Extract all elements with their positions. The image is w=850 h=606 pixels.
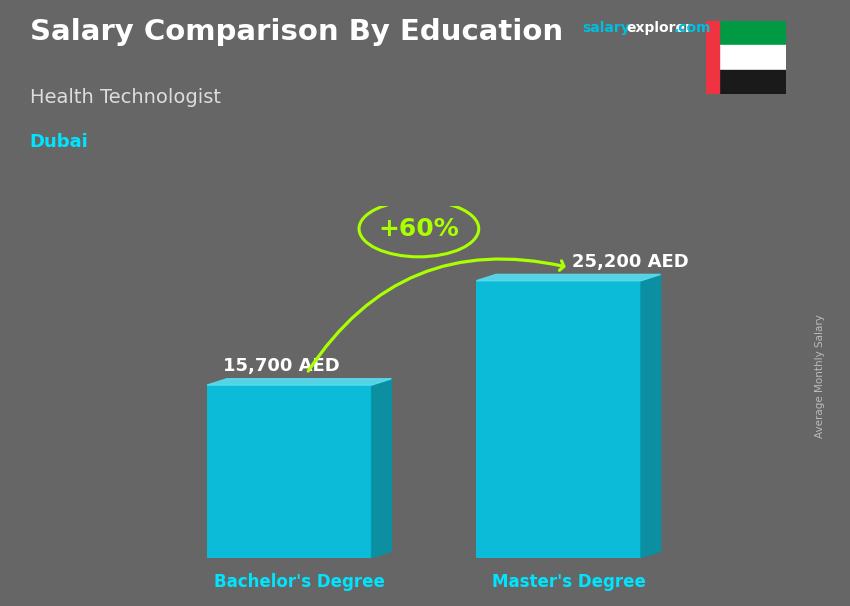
Text: Health Technologist: Health Technologist bbox=[30, 88, 221, 107]
Text: salary: salary bbox=[582, 21, 630, 35]
Bar bbox=[207, 385, 371, 558]
Text: explorer: explorer bbox=[626, 21, 692, 35]
Polygon shape bbox=[207, 379, 391, 385]
Bar bbox=[719, 70, 786, 94]
Polygon shape bbox=[641, 275, 660, 558]
Polygon shape bbox=[476, 275, 660, 281]
Text: Dubai: Dubai bbox=[30, 133, 88, 152]
Bar bbox=[706, 21, 719, 94]
Text: Bachelor's Degree: Bachelor's Degree bbox=[214, 573, 385, 591]
Text: .com: .com bbox=[674, 21, 711, 35]
Text: +60%: +60% bbox=[378, 217, 459, 241]
Text: 25,200 AED: 25,200 AED bbox=[572, 253, 689, 271]
Bar bbox=[719, 45, 786, 70]
Text: Salary Comparison By Education: Salary Comparison By Education bbox=[30, 18, 563, 46]
Text: 15,700 AED: 15,700 AED bbox=[223, 357, 339, 375]
Text: Master's Degree: Master's Degree bbox=[491, 573, 645, 591]
Bar bbox=[719, 21, 786, 45]
Text: Average Monthly Salary: Average Monthly Salary bbox=[815, 314, 825, 438]
Polygon shape bbox=[371, 379, 391, 558]
Bar bbox=[476, 281, 641, 558]
